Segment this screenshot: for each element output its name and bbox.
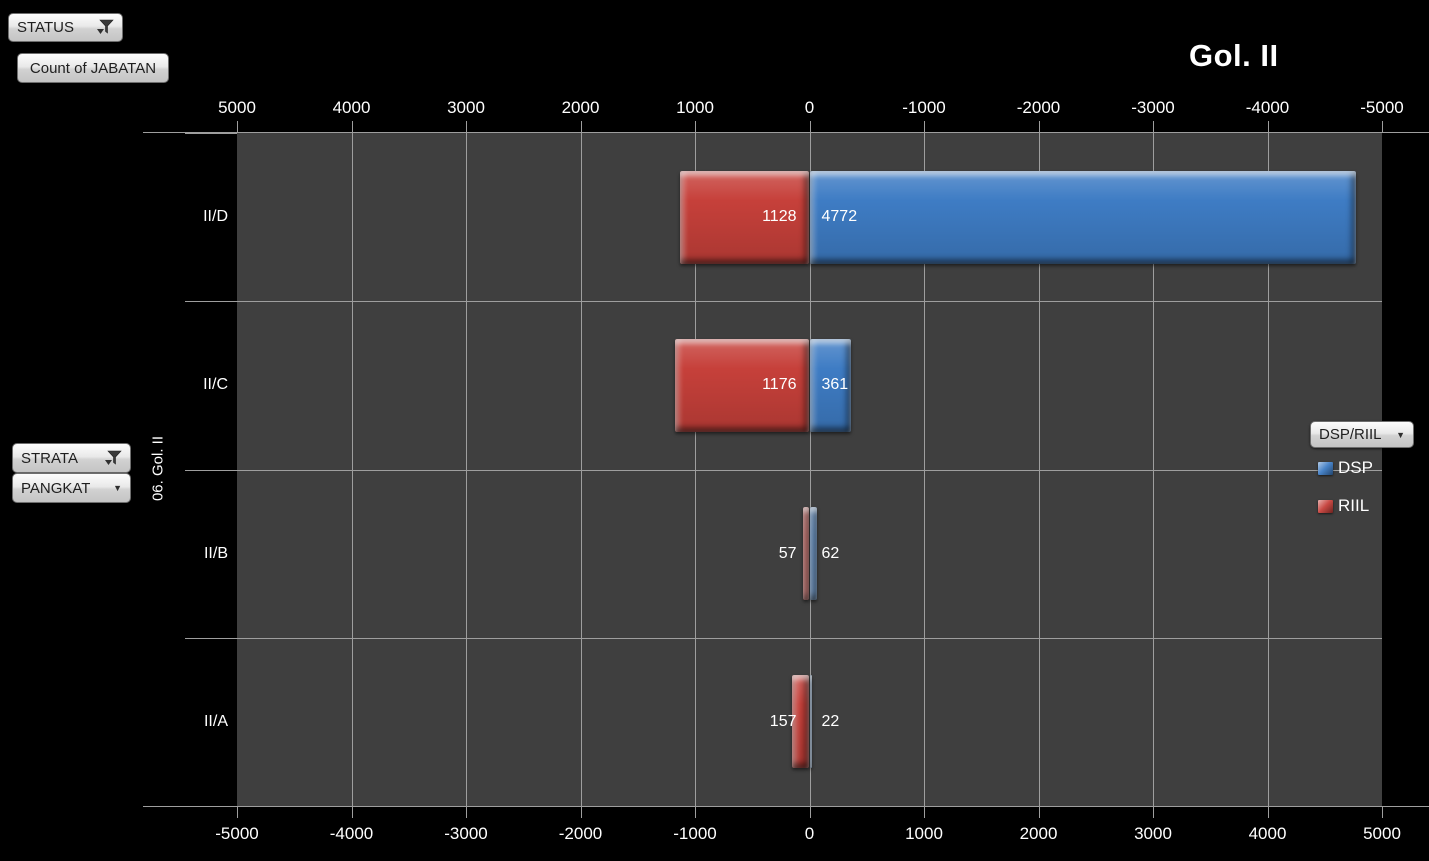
- bottom-axis-tick-label: -5000: [215, 824, 259, 843]
- category-axis-tick: [185, 637, 237, 639]
- bottom-axis-tick-label: 5000: [1363, 824, 1401, 843]
- category-axis-tick: [185, 469, 237, 471]
- status-filter-button[interactable]: STATUS: [8, 13, 123, 42]
- legend-entry-label: RIIL: [1338, 496, 1370, 515]
- category-label: II/C: [203, 376, 228, 394]
- legend-field-label: DSP/RIIL: [1319, 426, 1382, 443]
- dsp-value-label: 4772: [821, 208, 858, 226]
- dsp-bar[interactable]: [809, 507, 817, 601]
- riil-legend-marker: [1318, 499, 1333, 513]
- bottom-axis-tick-label: -2000: [558, 824, 603, 843]
- bottom-value-axis-line: [143, 806, 1429, 807]
- pangkat-field-label: PANGKAT: [21, 479, 91, 497]
- bottom-axis-tick: [1153, 806, 1154, 818]
- chart-title: Gol. II: [1189, 38, 1279, 73]
- bottom-axis-tick-label: -1000: [673, 824, 717, 843]
- category-axis-tick: [185, 133, 237, 134]
- top-axis-tick-label: -2000: [1016, 98, 1061, 117]
- dsp-legend-marker: [1318, 461, 1333, 475]
- strata-filter-button[interactable]: STRATA: [12, 443, 131, 473]
- filter-icon: [95, 19, 114, 36]
- top-axis-tick: [237, 121, 238, 133]
- top-axis-tick-label: 1000: [676, 98, 714, 117]
- category-axis-title: 06. Gol. II: [149, 435, 167, 502]
- bottom-axis-tick: [1038, 806, 1040, 818]
- category-label: II/B: [203, 544, 228, 562]
- bottom-axis-tick: [809, 806, 811, 818]
- status-filter-label: STATUS: [17, 19, 74, 36]
- bottom-axis-tick: [1267, 806, 1269, 818]
- horizontal-gridline: [237, 637, 1382, 639]
- bottom-axis-tick-label: -3000: [444, 824, 488, 843]
- top-axis-tick: [809, 121, 811, 133]
- riil-bar[interactable]: [791, 675, 810, 769]
- dsp-value-label: 22: [821, 712, 840, 730]
- top-axis-tick-label: -5000: [1360, 98, 1404, 117]
- top-axis-tick: [580, 121, 582, 133]
- top-axis-tick: [1038, 121, 1040, 133]
- bottom-axis-tick: [237, 806, 238, 818]
- top-axis-tick: [924, 121, 925, 133]
- chevron-down-icon: ▼: [1396, 429, 1405, 440]
- category-axis-tick: [185, 806, 237, 807]
- horizontal-gridline: [237, 469, 1382, 471]
- top-axis-tick-label: -4000: [1245, 98, 1290, 117]
- riil-value-label: 57: [778, 544, 797, 562]
- top-axis-tick-label: 3000: [447, 98, 485, 117]
- bottom-axis-tick-label: 3000: [1134, 824, 1172, 843]
- dsp-value-label: 361: [821, 376, 849, 394]
- legend-field-button[interactable]: DSP/RIIL ▼: [1310, 421, 1414, 448]
- top-axis-tick: [351, 121, 353, 133]
- riil-value-label: 1128: [762, 208, 797, 226]
- strata-filter-label: STRATA: [21, 449, 78, 467]
- bottom-axis-tick-label: 4000: [1248, 824, 1287, 843]
- top-axis-tick: [1153, 121, 1154, 133]
- dsp-bar[interactable]: [809, 170, 1356, 264]
- count-of-jabatan-button[interactable]: Count of JABATAN: [17, 53, 169, 83]
- legend-entry[interactable]: RIIL: [1318, 496, 1369, 516]
- top-value-axis-line: [143, 132, 1429, 133]
- horizontal-gridline: [237, 301, 1382, 303]
- top-axis-tick: [466, 121, 467, 133]
- chevron-down-icon: ▼: [113, 483, 122, 493]
- legend-entry[interactable]: DSP: [1318, 458, 1373, 478]
- category-label: II/D: [203, 208, 228, 226]
- bottom-axis-tick: [351, 806, 353, 818]
- dsp-bar[interactable]: [809, 675, 813, 769]
- bottom-axis-tick-label: 2000: [1019, 824, 1058, 843]
- pangkat-field-button[interactable]: PANGKAT ▼: [12, 473, 131, 503]
- riil-value-label: 1176: [762, 376, 797, 394]
- top-axis-tick-label: 2000: [561, 98, 600, 117]
- bottom-axis-tick: [580, 806, 582, 818]
- dsp-value-label: 62: [821, 544, 840, 562]
- dsp-bar[interactable]: [809, 338, 851, 432]
- top-axis-tick-label: 5000: [218, 98, 256, 117]
- top-axis-tick-label: 4000: [332, 98, 371, 117]
- bottom-axis-tick-label: 1000: [905, 824, 943, 843]
- riil-value-label: 157: [769, 712, 797, 730]
- bottom-axis-tick: [1382, 806, 1383, 818]
- riil-bar[interactable]: [802, 507, 810, 601]
- category-axis-tick: [185, 301, 237, 303]
- plot-area: 1128 4772 1176 361 57 62 157 22: [237, 133, 1382, 806]
- bottom-axis-tick: [466, 806, 467, 818]
- count-of-jabatan-label: Count of JABATAN: [29, 59, 157, 77]
- legend-entry-label: DSP: [1338, 458, 1373, 477]
- riil-bar[interactable]: [680, 170, 810, 264]
- top-axis-tick: [1382, 121, 1383, 133]
- top-axis-tick-label: -3000: [1131, 98, 1175, 117]
- top-axis-tick-label: -1000: [902, 98, 946, 117]
- top-axis-tick-label: 0: [804, 98, 815, 117]
- bottom-axis-tick: [924, 806, 925, 818]
- top-axis-tick: [1267, 121, 1269, 133]
- bottom-axis-tick-label: -4000: [329, 824, 374, 843]
- bottom-axis-tick: [695, 806, 696, 818]
- top-axis-tick: [695, 121, 696, 133]
- riil-bar[interactable]: [674, 338, 810, 432]
- bottom-axis-tick-label: 0: [804, 824, 815, 843]
- filter-icon: [103, 450, 122, 467]
- category-label: II/A: [203, 712, 228, 730]
